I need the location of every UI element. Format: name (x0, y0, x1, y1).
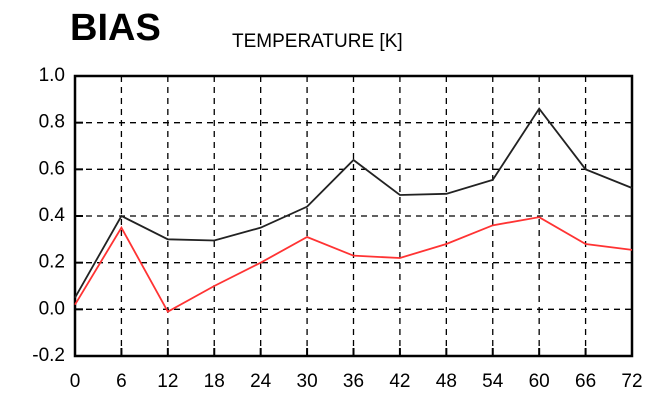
y-tick-label: 1.0 (39, 65, 65, 86)
x-tick-label: 66 (575, 371, 596, 392)
x-tick-label: 72 (621, 371, 642, 392)
y-tick-label: 0.6 (39, 158, 65, 179)
y-tick-label: 0.8 (39, 112, 65, 133)
x-tick-label: 60 (529, 371, 550, 392)
series-line (74, 107, 633, 299)
x-tick-label: 42 (389, 371, 410, 392)
y-tick-label: -0.2 (32, 345, 65, 366)
series-line (74, 216, 633, 313)
chart-title: BIAS (70, 7, 161, 49)
x-tick-label: 30 (297, 371, 318, 392)
x-tick-label: 12 (157, 371, 178, 392)
plot-frame (73, 74, 634, 358)
y-tick-label: 0.2 (39, 252, 65, 273)
chart-subtitle: TEMPERATURE [K] (232, 31, 403, 52)
x-tick-label: 36 (343, 371, 364, 392)
x-tick-label: 18 (204, 371, 225, 392)
y-tick-label: 0.4 (39, 205, 66, 226)
y-tick-label: 0.0 (39, 298, 65, 319)
x-tick-label: 48 (436, 371, 457, 392)
x-tick-label: 0 (70, 371, 81, 392)
x-tick-label: 54 (482, 371, 504, 392)
x-tick-label: 24 (250, 371, 272, 392)
x-tick-label: 6 (116, 371, 127, 392)
